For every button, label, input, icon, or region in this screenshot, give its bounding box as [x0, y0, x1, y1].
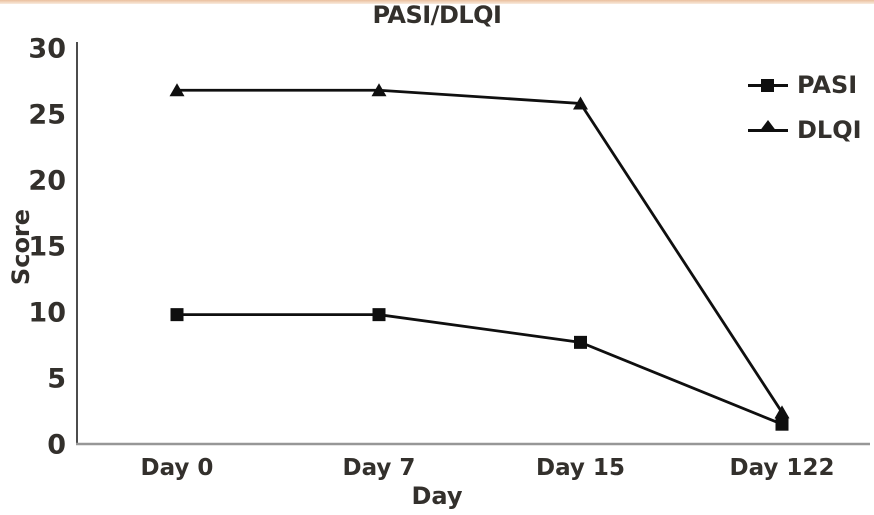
- pasi-line-swatch: [748, 78, 788, 92]
- series-line-pasi: [177, 313, 783, 426]
- marker-pasi-0: [170, 308, 184, 322]
- y-tick-label: 5: [47, 364, 66, 395]
- x-axis-title: Day: [411, 482, 463, 510]
- dlqi-line-swatch: [748, 119, 788, 132]
- legend-label-dlqi: DLQI: [797, 116, 862, 144]
- x-category-label: Day 7: [343, 455, 416, 481]
- legend: PASI DLQI: [748, 71, 862, 144]
- marker-dlqi-1: [371, 83, 387, 97]
- marker-dlqi-3: [774, 405, 790, 419]
- top-accent-bar: [0, 0, 874, 4]
- x-category-label: Day 122: [730, 455, 835, 481]
- series-line-dlqi: [177, 88, 784, 414]
- square-marker-icon: [761, 78, 774, 92]
- triangle-marker-icon: [759, 119, 777, 132]
- legend-item-pasi: PASI: [748, 71, 862, 99]
- y-tick-label: 0: [47, 430, 66, 461]
- marker-pasi-1: [372, 308, 386, 322]
- chart-title: PASI/DLQI: [372, 1, 503, 29]
- marker-pasi-3: [775, 417, 789, 431]
- x-category-label: Day 15: [536, 455, 625, 481]
- x-category-label: Day 0: [141, 455, 214, 481]
- y-tick-label: 25: [28, 100, 66, 131]
- marker-dlqi-2: [573, 96, 588, 110]
- legend-item-dlqi: DLQI: [748, 116, 862, 144]
- marker-dlqi-0: [169, 83, 185, 97]
- y-tick-label: 15: [28, 232, 66, 263]
- marker-pasi-2: [574, 335, 587, 349]
- y-tick-label: 10: [28, 298, 66, 329]
- y-tick-label: 20: [28, 166, 66, 197]
- legend-label-pasi: PASI: [797, 71, 858, 99]
- y-tick-label: 30: [28, 34, 66, 65]
